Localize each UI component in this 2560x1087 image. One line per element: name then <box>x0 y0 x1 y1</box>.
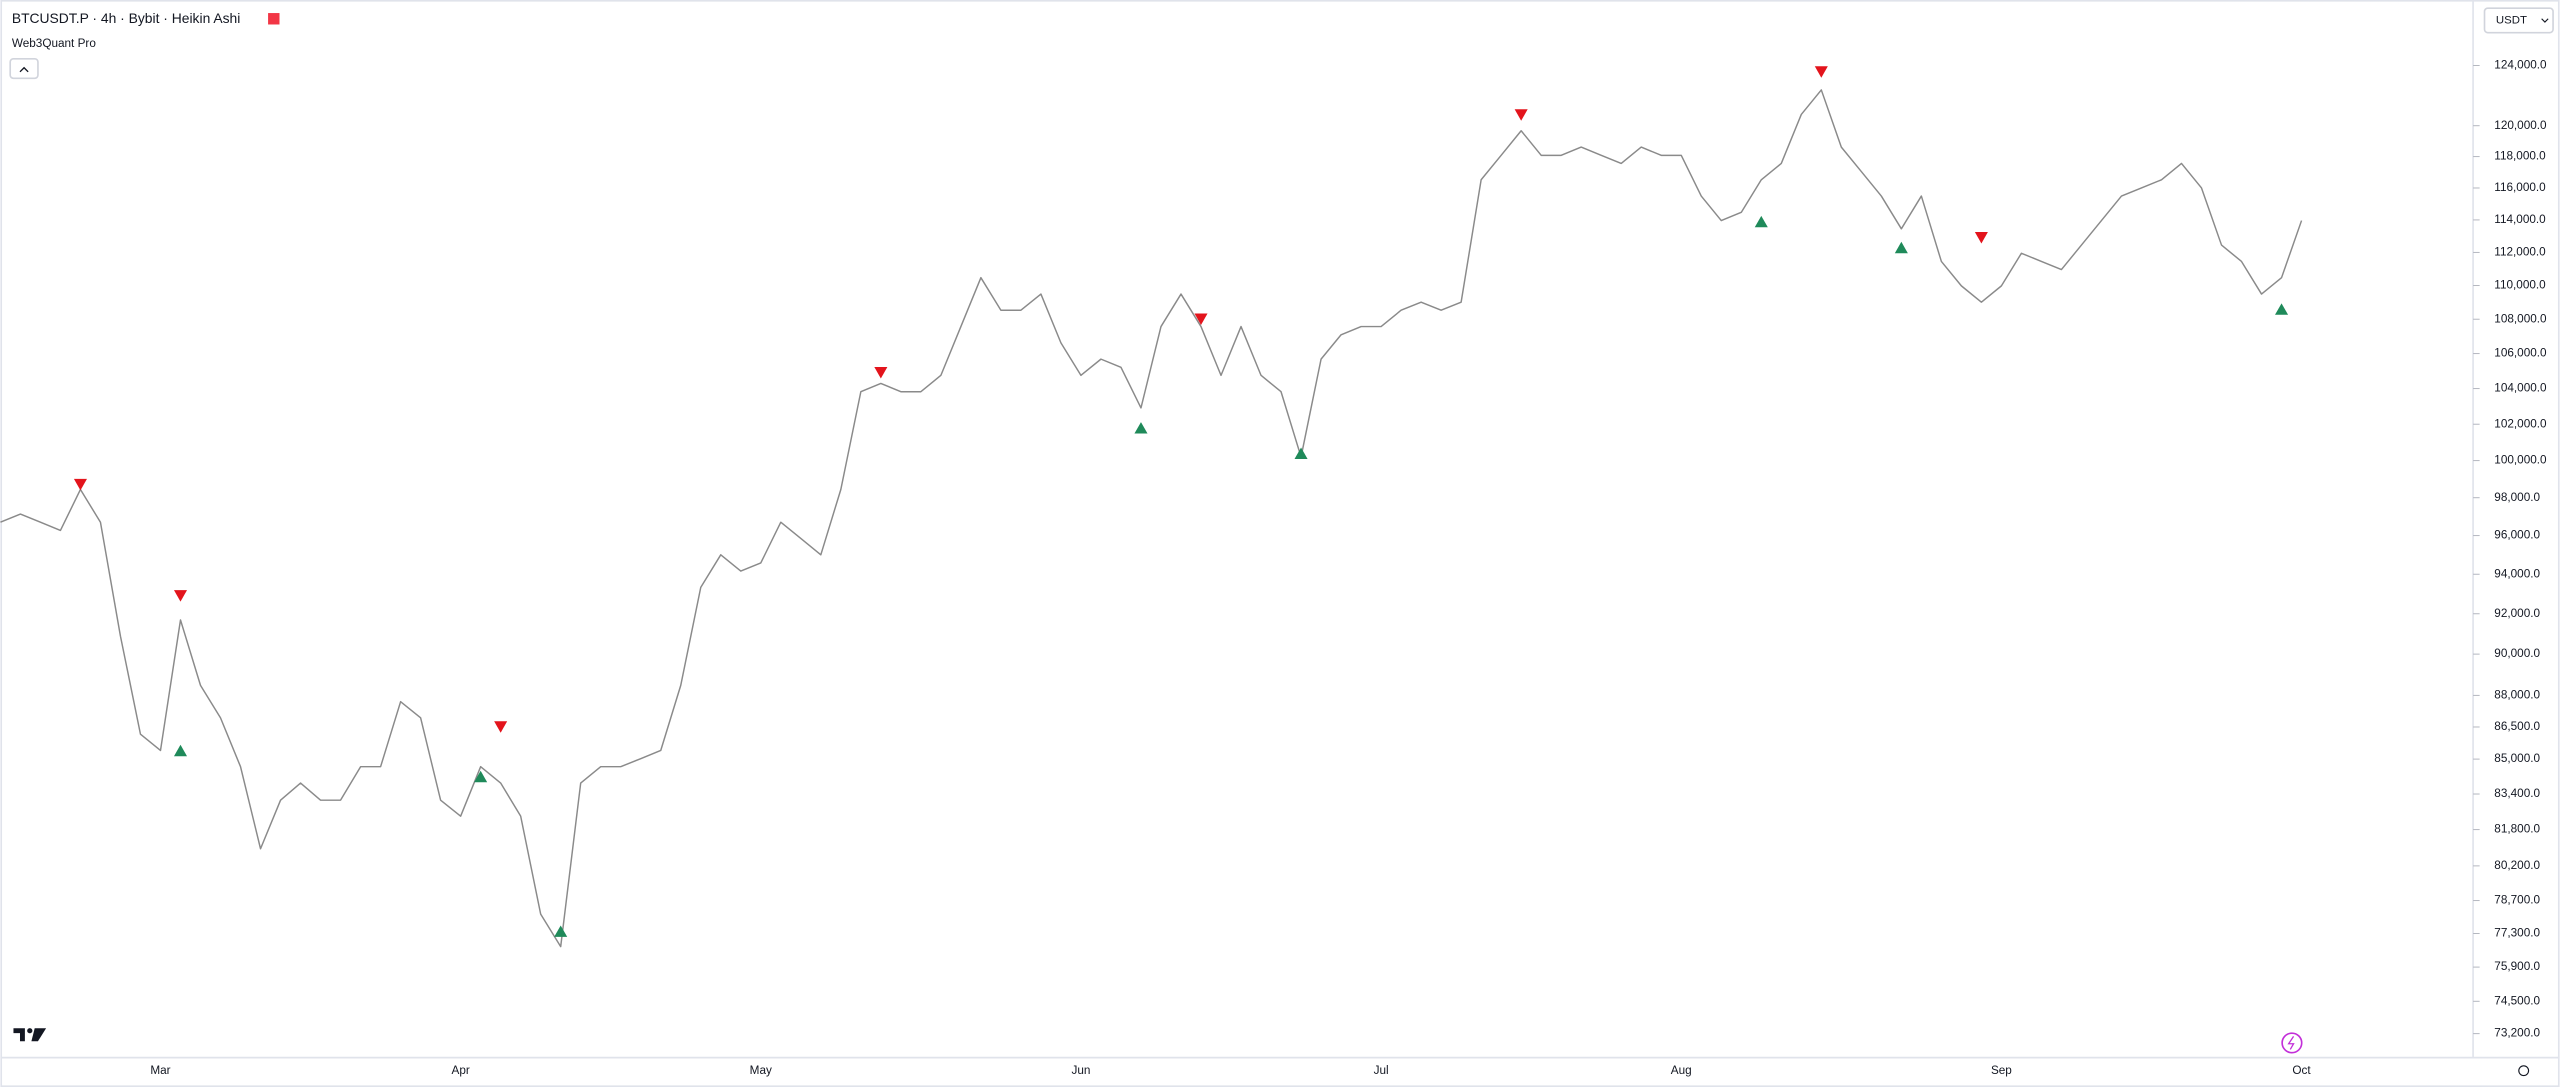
y-tick-label: 94,000.0 <box>2494 567 2540 580</box>
sell-signal <box>73 478 87 491</box>
buy-signal <box>1894 241 1908 254</box>
replay-bolt <box>2287 1036 2295 1050</box>
y-tick-label: 102,000.0 <box>2494 417 2547 430</box>
x-tick-label: Apr <box>451 1064 469 1077</box>
logo-part <box>13 1028 25 1042</box>
y-tick-label: 92,000.0 <box>2494 607 2540 620</box>
sell-signal <box>1974 232 1988 244</box>
y-tick-label: 80,200.0 <box>2494 859 2540 872</box>
tradingview-logo[interactable] <box>13 1028 47 1042</box>
settings-icon[interactable] <box>2518 1065 2530 1077</box>
sell-signal <box>1194 313 1208 325</box>
x-tick-label: Sep <box>1991 1064 2012 1077</box>
x-tick-label: Jun <box>1071 1064 1090 1077</box>
y-tick-label: 116,000.0 <box>2494 181 2546 194</box>
y-tick-label: 81,800.0 <box>2494 823 2540 836</box>
y-tick-label: 90,000.0 <box>2494 647 2540 660</box>
y-tick-label: 74,500.0 <box>2494 994 2540 1007</box>
x-tick-label: Aug <box>1671 1064 1692 1077</box>
buy-signal <box>173 744 188 757</box>
y-tick-label: 96,000.0 <box>2494 529 2540 542</box>
y-tick-label: 114,000.0 <box>2494 213 2546 226</box>
x-tick-label: Oct <box>2292 1064 2311 1077</box>
y-tick-label: 104,000.0 <box>2494 382 2547 395</box>
sell-signal <box>1814 66 1828 78</box>
currency-button[interactable] <box>2483 7 2554 34</box>
y-tick-label: 118,000.0 <box>2494 150 2546 163</box>
y-tick-label: 112,000.0 <box>2494 246 2546 259</box>
replay-icon[interactable] <box>2281 1032 2303 1054</box>
y-tick-label: 83,400.0 <box>2494 787 2540 800</box>
sell-signal <box>1514 109 1528 121</box>
buy-signal <box>1754 215 1768 228</box>
buy-signal <box>1134 422 1148 434</box>
x-tick-label: Mar <box>150 1064 170 1077</box>
sell-signal <box>494 721 508 733</box>
logo-part <box>27 1028 33 1034</box>
logo-part <box>31 1028 47 1042</box>
y-tick-label: 77,300.0 <box>2494 927 2540 940</box>
y-tick-label: 110,000.0 <box>2494 279 2546 292</box>
currency-label: USDT <box>2496 14 2527 26</box>
y-tick-label: 98,000.0 <box>2494 491 2540 504</box>
y-tick-label: 100,000.0 <box>2494 454 2547 467</box>
y-tick-label: 85,000.0 <box>2494 752 2540 765</box>
y-tick-label: 88,000.0 <box>2494 689 2540 702</box>
buy-signal <box>1294 447 1308 459</box>
y-tick-label: 86,500.0 <box>2494 720 2540 733</box>
y-tick-label: 108,000.0 <box>2494 312 2547 325</box>
buy-signal <box>474 770 488 783</box>
buy-signal <box>554 925 568 937</box>
y-tick-label: 124,000.0 <box>2494 59 2547 72</box>
indicator-name[interactable]: Web3Quant Pro <box>12 37 97 50</box>
y-tick-label: 73,200.0 <box>2494 1027 2540 1040</box>
price-line <box>0 89 2303 948</box>
y-tick-label: 75,900.0 <box>2494 960 2540 973</box>
flag-icon[interactable] <box>268 13 280 25</box>
buy-signal <box>2275 303 2289 315</box>
x-tick-label: May <box>750 1064 772 1077</box>
y-tick-label: 78,700.0 <box>2494 894 2540 907</box>
sell-signal <box>173 590 188 602</box>
symbol-title[interactable]: BTCUSDT.P · 4h · Bybit · Heikin Ashi <box>12 10 241 26</box>
sell-signal <box>874 367 888 379</box>
currency-caret <box>2541 18 2549 23</box>
collapse-icon <box>19 66 29 73</box>
y-tick-label: 106,000.0 <box>2494 347 2547 360</box>
x-tick-label: Jul <box>1374 1064 1389 1077</box>
y-tick-label: 120,000.0 <box>2494 119 2547 132</box>
